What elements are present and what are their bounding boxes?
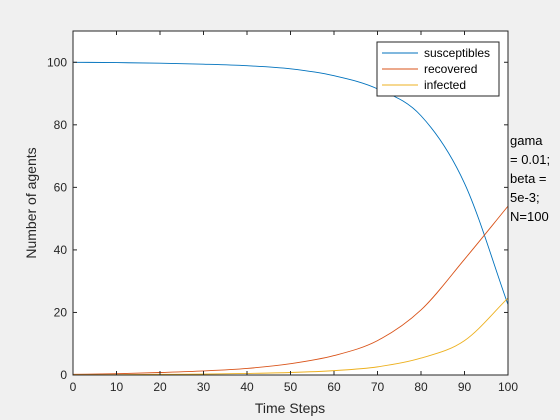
x-tick-label: 70 [371, 380, 385, 394]
x-tick-label: 50 [284, 380, 298, 394]
x-tick-label: 30 [197, 380, 211, 394]
x-tick-label: 10 [110, 380, 124, 394]
x-tick-label: 90 [458, 380, 472, 394]
x-tick-label: 20 [153, 380, 167, 394]
x-axis-label: Time Steps [255, 400, 325, 416]
parameter-annotation: gama = 0.01; beta = 5e-3; N=100 [510, 131, 558, 226]
legend: susceptibles recovered infected [377, 42, 499, 96]
annotation-line: 5e-3; [510, 188, 558, 207]
y-tick-label: 0 [60, 368, 67, 382]
annotation-line: gama [510, 131, 558, 150]
annotation-line: = 0.01; [510, 150, 558, 169]
y-tick-label: 100 [47, 55, 67, 69]
annotation-line: beta = [510, 169, 558, 188]
x-tick-label: 100 [498, 380, 518, 394]
annotation-line: N=100 [510, 207, 558, 226]
y-tick-label: 80 [54, 118, 68, 132]
x-tick-label: 80 [414, 380, 428, 394]
y-tick-label: 60 [54, 180, 68, 194]
x-tick-label: 60 [327, 380, 341, 394]
y-tick-label: 40 [54, 243, 68, 257]
legend-label: recovered [424, 62, 477, 76]
y-tick-label: 20 [54, 305, 68, 319]
x-tick-label: 40 [240, 380, 254, 394]
legend-label: infected [424, 78, 466, 92]
legend-label: susceptibles [424, 46, 490, 60]
y-axis-label: Number of agents [23, 147, 39, 258]
x-tick-label: 0 [70, 380, 77, 394]
